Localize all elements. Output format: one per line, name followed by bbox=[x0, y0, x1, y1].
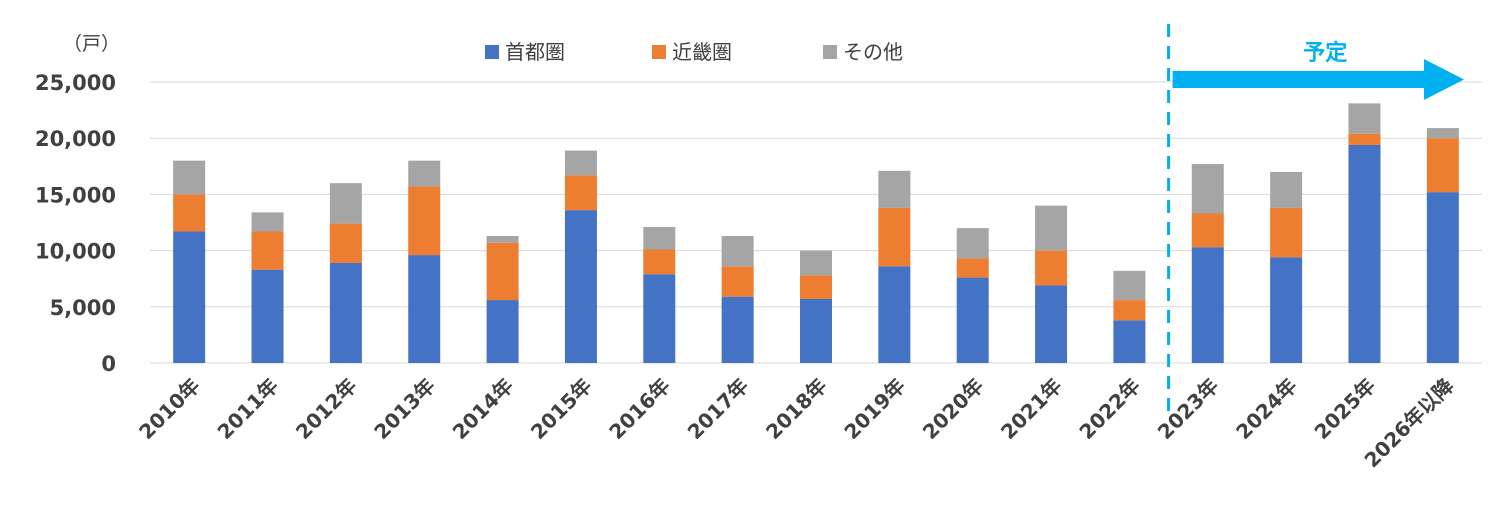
bar-segment bbox=[1113, 320, 1146, 363]
x-tick-label: 2021年 bbox=[996, 374, 1066, 444]
bar-segment bbox=[251, 231, 284, 270]
bar-segment bbox=[721, 235, 754, 267]
bar-segment bbox=[1348, 133, 1381, 145]
x-tick-label: 2016年 bbox=[604, 374, 674, 444]
x-tick-label: 2024年 bbox=[1231, 374, 1301, 444]
y-tick-label: 5,000 bbox=[50, 296, 116, 320]
x-tick-label: 2010年 bbox=[134, 374, 204, 444]
bar-segment bbox=[486, 300, 519, 363]
bar-segment bbox=[956, 277, 989, 363]
bar-segment bbox=[1035, 205, 1068, 251]
bar-segment bbox=[956, 258, 989, 278]
bar-segment bbox=[408, 255, 441, 363]
bar-segment bbox=[173, 194, 206, 232]
bar-segment bbox=[1270, 171, 1303, 208]
bars bbox=[173, 103, 1459, 363]
bar-segment bbox=[1191, 213, 1224, 248]
bar-segment bbox=[956, 228, 989, 259]
y-tick-label: 25,000 bbox=[35, 71, 116, 95]
x-tick-label: 2015年 bbox=[526, 374, 596, 444]
bar-segment bbox=[878, 170, 911, 208]
x-tick-label: 2023年 bbox=[1153, 374, 1223, 444]
x-tick-label: 2019年 bbox=[839, 374, 909, 444]
bar-segment bbox=[721, 296, 754, 363]
bar-segment bbox=[486, 242, 519, 301]
bar-segment bbox=[1348, 144, 1381, 363]
plan-arrow-shaft bbox=[1172, 71, 1424, 88]
x-tick-label: 2011年 bbox=[213, 374, 283, 444]
plan-annotation: 予定 bbox=[1167, 24, 1464, 418]
bar-segment bbox=[643, 274, 676, 363]
bar-segment bbox=[643, 226, 676, 250]
y-axis-unit-label: （戸） bbox=[63, 33, 120, 55]
x-tick-label: 2017年 bbox=[683, 374, 753, 444]
x-tick-label: 2014年 bbox=[448, 374, 518, 444]
x-tick-label: 2012年 bbox=[291, 374, 361, 444]
plan-arrow-head bbox=[1424, 59, 1464, 100]
bar-segment bbox=[800, 275, 832, 299]
bar-segment bbox=[1270, 257, 1303, 363]
bar-segment bbox=[800, 298, 832, 363]
legend: 首都圏 近畿圏 その他 bbox=[485, 40, 903, 64]
y-tick-label: 10,000 bbox=[35, 240, 116, 264]
bar-segment bbox=[800, 250, 832, 276]
legend-label: その他 bbox=[843, 40, 903, 64]
bar-segment bbox=[173, 231, 206, 363]
y-tick-label: 0 bbox=[101, 352, 116, 376]
bar-segment bbox=[251, 212, 284, 232]
bar-segment bbox=[251, 269, 284, 363]
bar-segment bbox=[1113, 300, 1146, 321]
bar-segment bbox=[878, 266, 911, 363]
bar-segment bbox=[564, 150, 597, 176]
bar-segment bbox=[1191, 247, 1224, 363]
bar-segment bbox=[564, 175, 597, 211]
bar-segment bbox=[1113, 270, 1146, 301]
y-tick-label: 20,000 bbox=[35, 127, 116, 151]
bar-segment bbox=[1348, 103, 1381, 134]
bar-segment bbox=[408, 160, 441, 187]
bar-segment bbox=[643, 249, 676, 275]
legend-swatch bbox=[652, 45, 666, 59]
plan-label: 予定 bbox=[1303, 40, 1347, 66]
x-tick-label: 2013年 bbox=[369, 374, 439, 444]
bar-segment bbox=[1035, 285, 1068, 363]
bar-segment bbox=[329, 223, 362, 263]
bar-segment bbox=[878, 207, 911, 267]
bar-segment bbox=[1191, 164, 1224, 214]
bar-segment bbox=[1426, 128, 1459, 139]
x-tick-label: 2020年 bbox=[918, 374, 988, 444]
legend-swatch bbox=[485, 45, 499, 59]
legend-label: 近畿圏 bbox=[672, 40, 732, 64]
y-axis-ticks: 0 5,000 10,000 15,000 20,000 25,000 bbox=[35, 71, 116, 376]
bar-segment bbox=[564, 210, 597, 363]
bar-segment bbox=[721, 266, 754, 297]
bar-segment bbox=[1270, 207, 1303, 258]
bar-segment bbox=[329, 183, 362, 224]
bar-segment bbox=[1035, 250, 1068, 286]
x-axis-ticks: 2010年 2011年 2012年 2013年 2014年 2015年 2016年 2017年… bbox=[134, 373, 1459, 472]
bar-segment bbox=[1426, 192, 1459, 363]
bar-segment bbox=[486, 235, 519, 243]
x-tick-label: 2025年 bbox=[1310, 374, 1380, 444]
legend-label: 首都圏 bbox=[505, 40, 565, 64]
legend-swatch bbox=[823, 45, 837, 59]
bar-segment bbox=[408, 186, 441, 256]
x-tick-label: 2022年 bbox=[1074, 374, 1144, 444]
bar-segment bbox=[173, 160, 206, 195]
bar-segment bbox=[1426, 138, 1459, 193]
y-tick-label: 15,000 bbox=[35, 183, 116, 207]
x-tick-label: 2018年 bbox=[761, 374, 831, 444]
bar-segment bbox=[329, 262, 362, 363]
